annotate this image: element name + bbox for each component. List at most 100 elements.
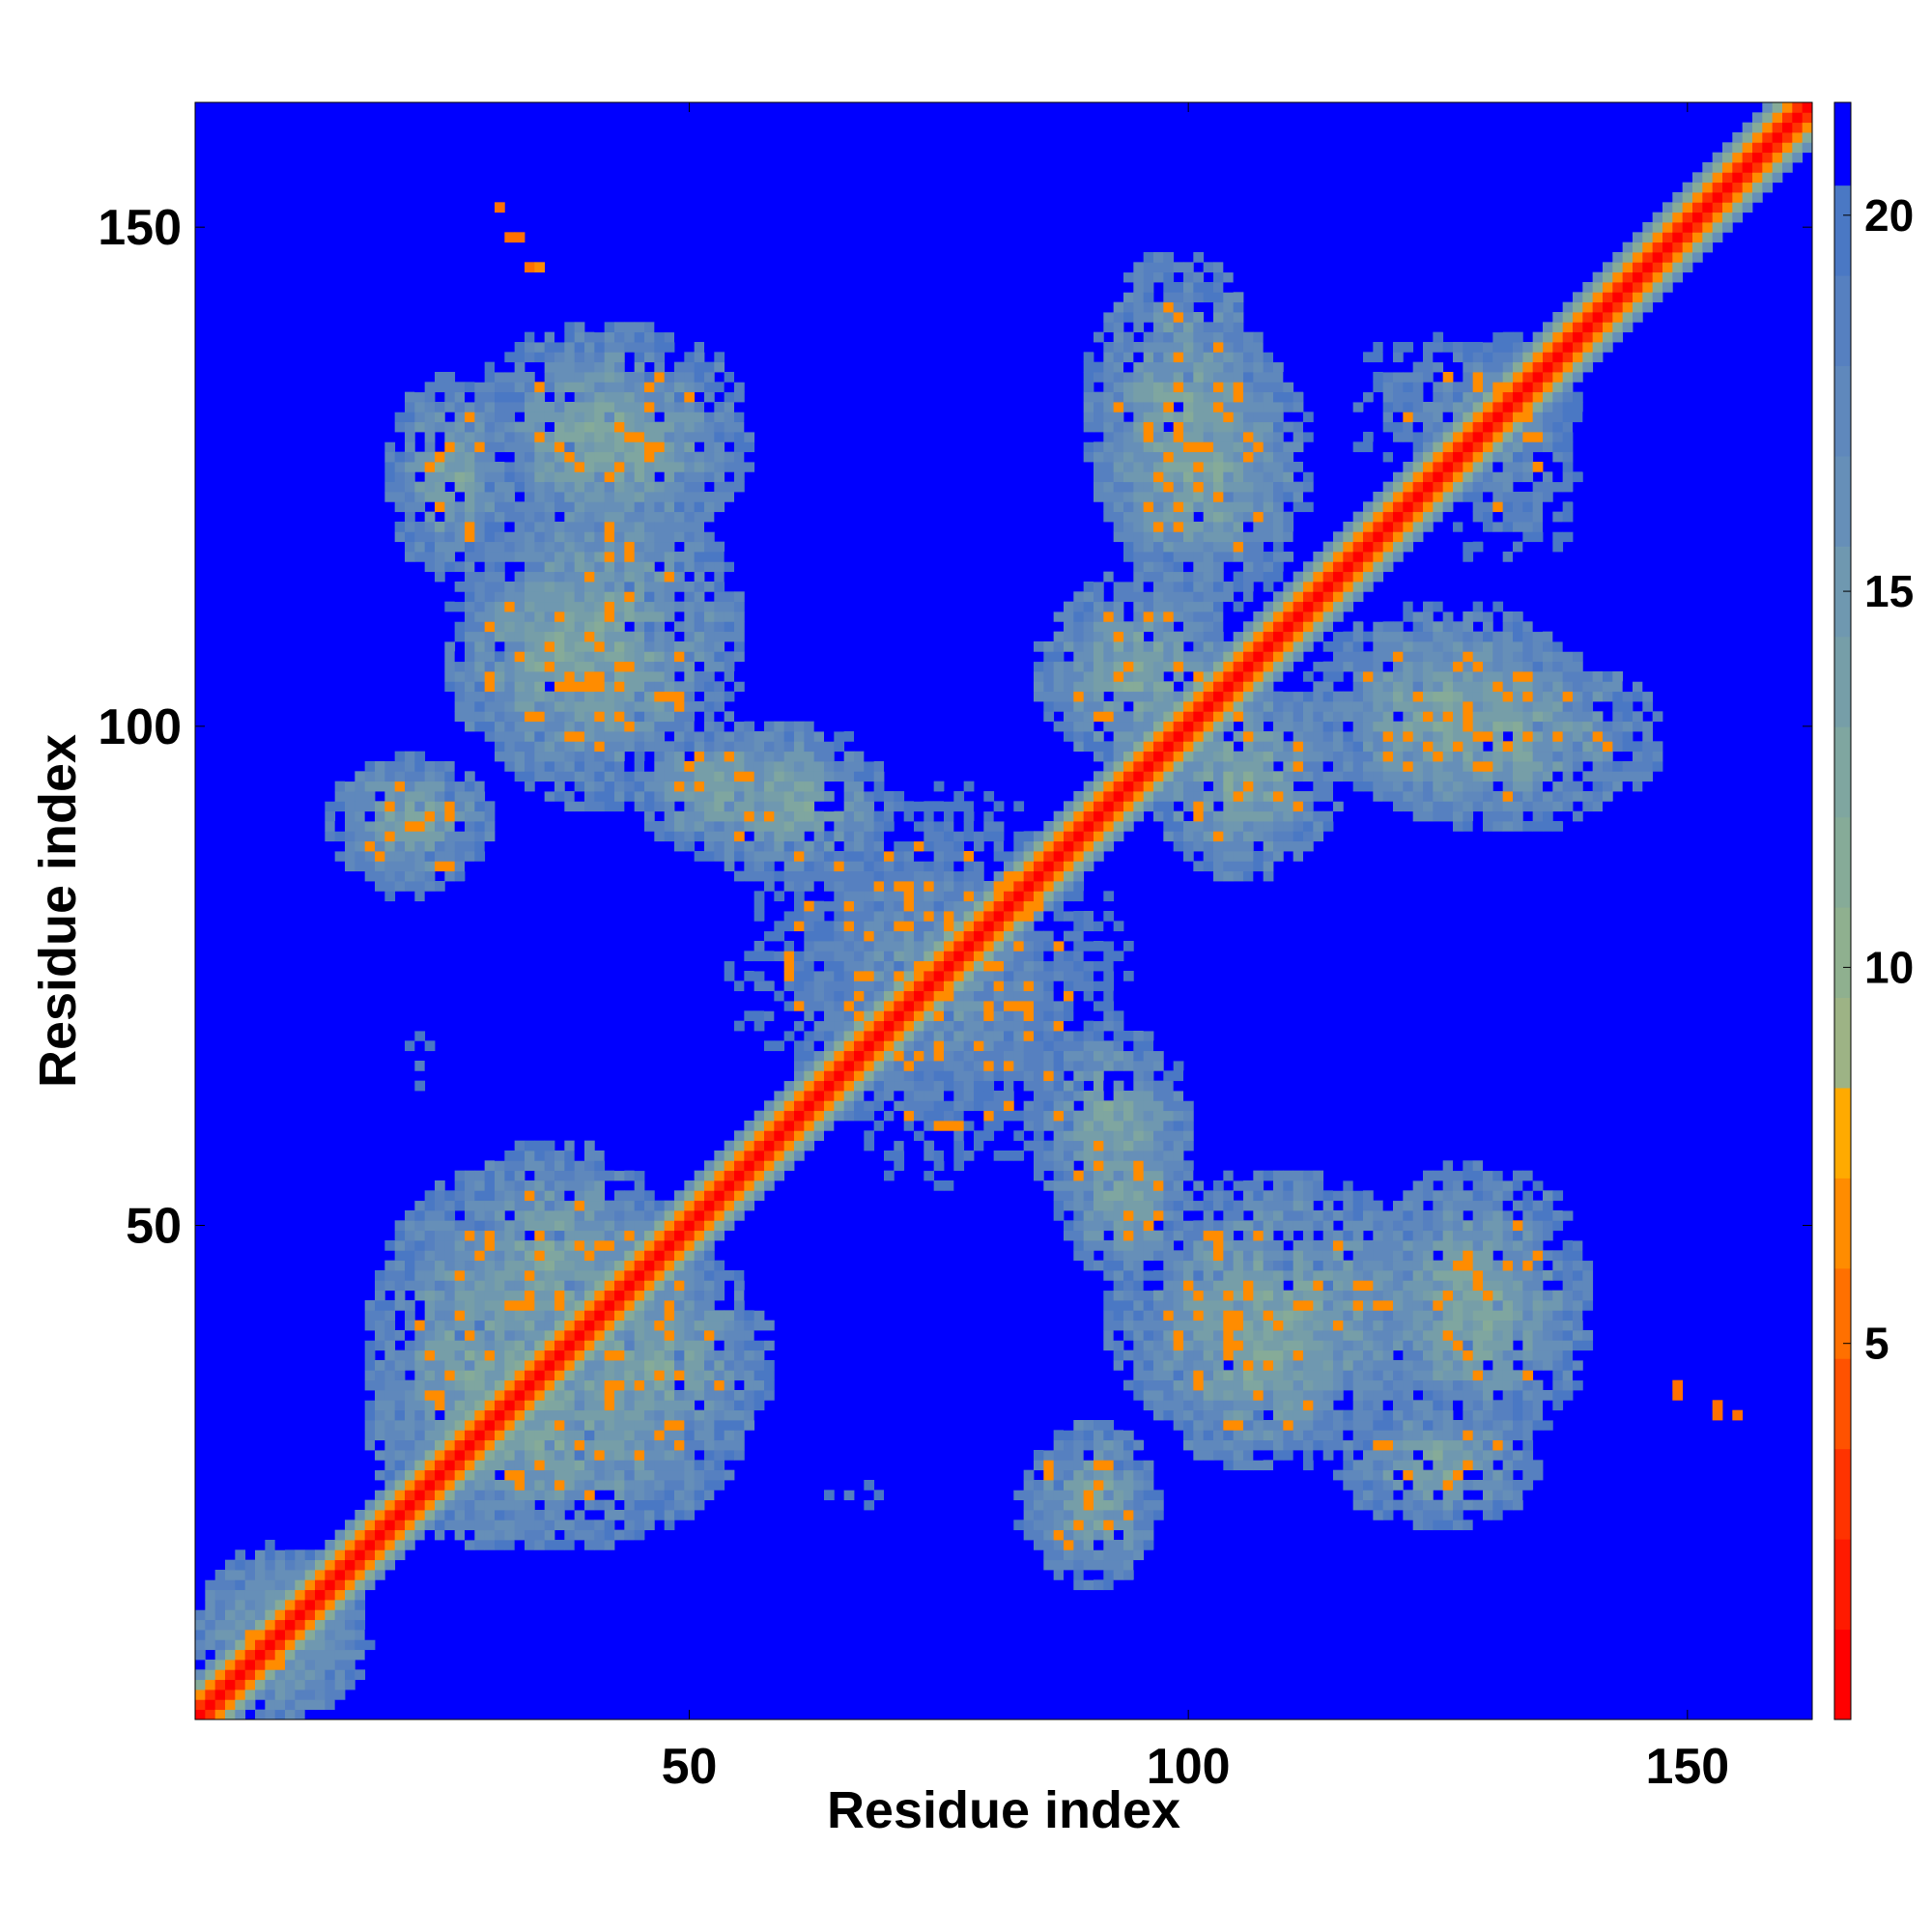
heatmap-cell — [534, 1439, 546, 1451]
heatmap-cell — [334, 821, 346, 832]
heatmap-cell — [444, 382, 456, 393]
heatmap-cell — [405, 1529, 415, 1541]
heatmap-cell — [694, 1220, 705, 1232]
heatmap-cell — [514, 1490, 526, 1501]
heatmap-cell — [435, 1469, 445, 1481]
heatmap-cell — [364, 1370, 376, 1381]
heatmap-cell — [544, 1200, 555, 1211]
heatmap-cell — [554, 402, 565, 412]
heatmap-cell — [554, 1330, 565, 1341]
heatmap-cell — [525, 402, 535, 412]
heatmap-cell — [864, 1010, 875, 1022]
heatmap-cell — [405, 1210, 415, 1221]
heatmap-cell — [1103, 1240, 1115, 1251]
heatmap-cell — [544, 1220, 555, 1232]
heatmap-cell — [774, 1001, 785, 1011]
heatmap-cell — [564, 761, 576, 772]
heatmap-cell — [1023, 1160, 1035, 1172]
heatmap-cell — [704, 1160, 715, 1172]
heatmap-cell — [214, 1690, 226, 1700]
heatmap-cell — [465, 1499, 475, 1511]
heatmap-cell — [753, 1140, 765, 1151]
heatmap-cell — [604, 1460, 615, 1471]
heatmap-cell — [534, 1240, 546, 1251]
heatmap-cell — [564, 1370, 576, 1381]
heatmap-cell — [783, 1091, 795, 1101]
heatmap-cell — [474, 641, 486, 652]
heatmap-cell — [644, 511, 655, 523]
heatmap-cell — [465, 1280, 475, 1292]
heatmap-cell — [1103, 1460, 1115, 1471]
heatmap-cell — [594, 531, 606, 543]
heatmap-cell — [724, 1190, 735, 1202]
heatmap-cell — [574, 1240, 585, 1251]
heatmap-cell — [744, 771, 755, 782]
heatmap-cell — [724, 1151, 735, 1161]
heatmap-cell — [334, 1649, 346, 1661]
heatmap-cell — [734, 681, 745, 693]
heatmap-cell — [774, 831, 785, 842]
heatmap-cell — [624, 1520, 636, 1531]
heatmap-cell — [534, 1160, 546, 1172]
heatmap-cell — [1034, 881, 1044, 892]
heatmap-cell — [394, 471, 406, 483]
heatmap-cell — [345, 1630, 355, 1640]
heatmap-cell — [974, 951, 984, 962]
heatmap-cell — [274, 1639, 286, 1651]
heatmap-cell — [454, 681, 466, 693]
heatmap-cell — [304, 1559, 316, 1571]
heatmap-cell — [624, 1409, 636, 1421]
heatmap-cell — [634, 402, 645, 412]
heatmap-cell — [495, 372, 505, 383]
heatmap-cell — [525, 1370, 535, 1381]
heatmap-cell — [544, 1499, 555, 1511]
heatmap-cell — [1064, 661, 1074, 672]
heatmap-cell — [753, 870, 765, 882]
heatmap-cell — [783, 1010, 795, 1022]
heatmap-cell — [684, 1260, 696, 1271]
heatmap-cell — [474, 441, 486, 453]
heatmap-cell — [1023, 990, 1035, 1002]
heatmap-cell — [574, 721, 585, 732]
heatmap-cell — [753, 1160, 765, 1172]
heatmap-cell — [554, 751, 565, 762]
heatmap-cell — [704, 851, 715, 862]
heatmap-cell — [804, 781, 815, 792]
heatmap-cell — [414, 1400, 426, 1411]
heatmap-cell — [405, 840, 415, 852]
heatmap-cell — [594, 1450, 606, 1461]
heatmap-cell — [933, 1020, 945, 1032]
heatmap-cell — [554, 721, 565, 732]
heatmap-cell — [1043, 1469, 1055, 1481]
heatmap-cell — [873, 1070, 885, 1082]
heatmap-cell — [1053, 921, 1065, 932]
heatmap-cell — [694, 1480, 705, 1491]
heatmap-cell — [544, 1300, 555, 1311]
heatmap-cell — [444, 511, 456, 523]
heatmap-cell — [465, 481, 475, 493]
heatmap-cell — [495, 342, 505, 353]
heatmap-cell — [495, 361, 505, 373]
heatmap-cell — [584, 1320, 595, 1331]
heatmap-cell — [704, 1439, 715, 1451]
heatmap-cell — [534, 1360, 546, 1371]
heatmap-cell — [614, 1420, 625, 1431]
heatmap-cell — [594, 1210, 606, 1221]
heatmap-cell — [983, 1010, 995, 1022]
heatmap-cell — [1034, 1130, 1044, 1142]
heatmap-cell — [843, 911, 855, 922]
heatmap-cell — [375, 821, 385, 832]
heatmap-cell — [544, 711, 555, 723]
heatmap-cell — [574, 1439, 585, 1451]
heatmap-cell — [614, 1330, 625, 1341]
heatmap-cell — [554, 451, 565, 463]
heatmap-cell — [1073, 980, 1085, 992]
heatmap-cell — [495, 1390, 505, 1401]
heatmap-cell — [465, 1240, 475, 1251]
heatmap-cell — [674, 651, 685, 663]
heatmap-cell — [454, 611, 466, 622]
heatmap-cell — [604, 1439, 615, 1451]
heatmap-cell — [783, 921, 795, 932]
heatmap-cell — [574, 1230, 585, 1241]
heatmap-cell — [405, 402, 415, 412]
